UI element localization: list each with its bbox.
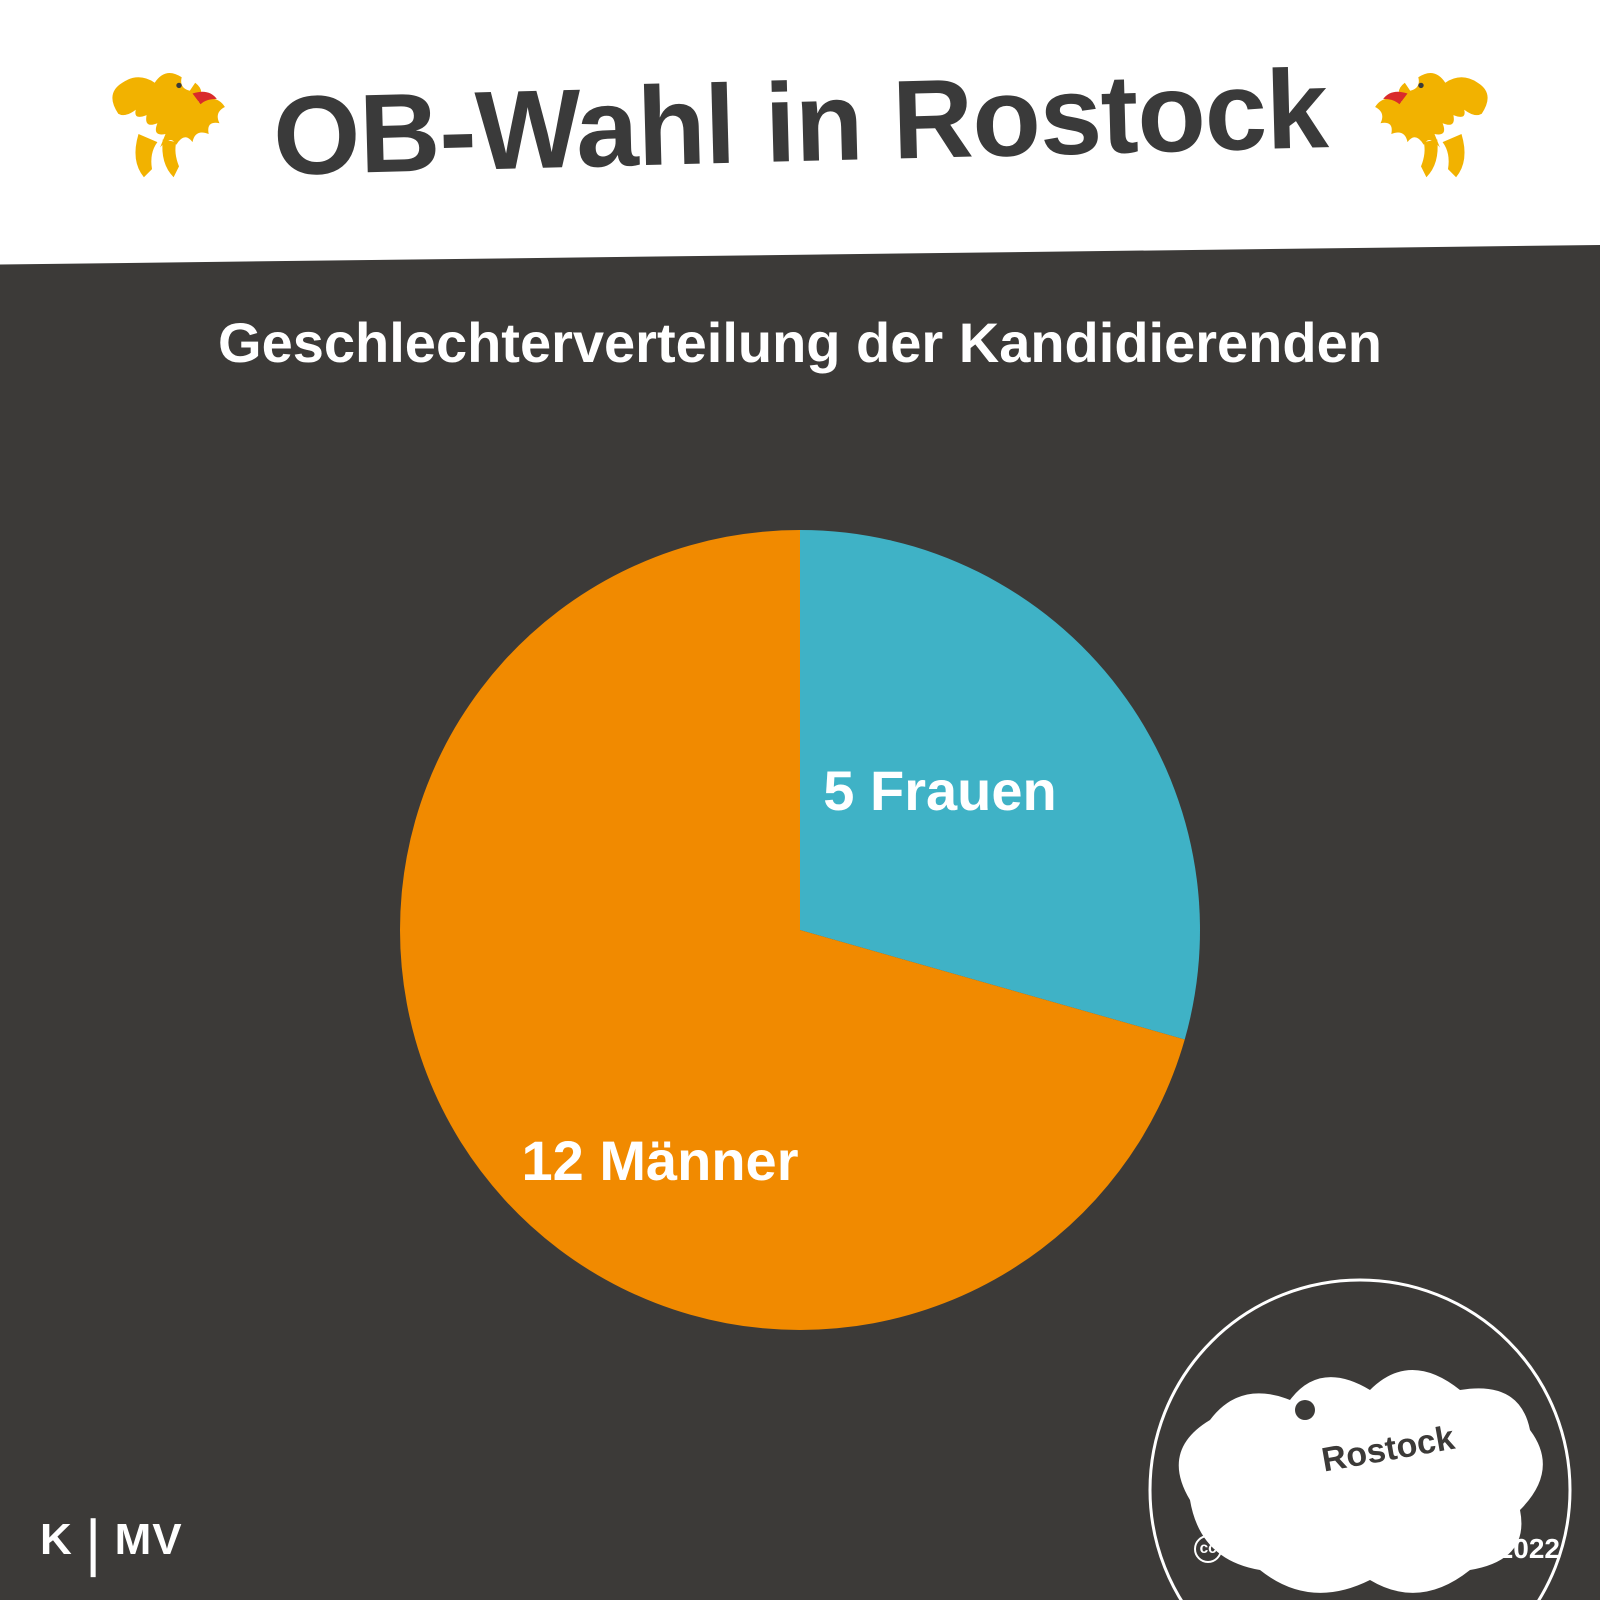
rostock-marker-icon	[1295, 1400, 1315, 1420]
inset-map: Rostock	[0, 0, 1600, 1600]
brand-logo: K❘MV	[40, 1514, 183, 1565]
credit-line: cc $= Katapult MV 2022	[1194, 1533, 1560, 1565]
credit-text: Katapult MV 2022	[1328, 1533, 1560, 1565]
cc-nd-icon: =	[1290, 1535, 1318, 1563]
cc-nc-icon: $	[1258, 1535, 1286, 1563]
cc-cc-icon: cc	[1194, 1535, 1222, 1563]
cc-icons: cc $=	[1194, 1535, 1318, 1563]
cc-by-icon	[1226, 1535, 1254, 1563]
